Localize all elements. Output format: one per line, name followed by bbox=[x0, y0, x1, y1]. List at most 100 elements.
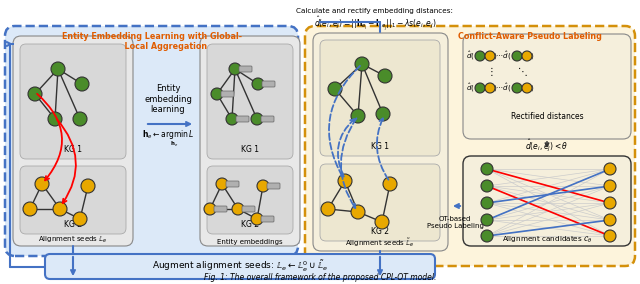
FancyBboxPatch shape bbox=[267, 183, 280, 189]
Text: Augment alignment seeds: $\mathbb{L}_e \leftarrow \mathbb{L}_e^0 \cup \tilde{\ma: Augment alignment seeds: $\mathbb{L}_e \… bbox=[152, 258, 328, 274]
Text: KG 1: KG 1 bbox=[371, 142, 389, 151]
Text: Alignment seeds $\tilde{\mathbb{L}}_e$: Alignment seeds $\tilde{\mathbb{L}}_e$ bbox=[345, 237, 415, 249]
Circle shape bbox=[216, 178, 228, 190]
Circle shape bbox=[355, 57, 369, 71]
FancyBboxPatch shape bbox=[463, 156, 631, 246]
Text: Alignment seeds $\mathbb{L}_e$: Alignment seeds $\mathbb{L}_e$ bbox=[38, 235, 108, 245]
Circle shape bbox=[321, 202, 335, 216]
Circle shape bbox=[481, 230, 493, 242]
Circle shape bbox=[604, 180, 616, 192]
FancyBboxPatch shape bbox=[13, 36, 133, 246]
Text: $\hat{d}($: $\hat{d}($ bbox=[466, 82, 475, 94]
Text: ,: , bbox=[520, 53, 522, 59]
FancyBboxPatch shape bbox=[20, 44, 126, 159]
Text: $\vdots$: $\vdots$ bbox=[486, 64, 493, 78]
Text: OT-based
Pseudo Labeling: OT-based Pseudo Labeling bbox=[427, 216, 483, 229]
Circle shape bbox=[73, 112, 87, 126]
FancyBboxPatch shape bbox=[463, 34, 631, 139]
Text: $\hat{d}(e_i, e_j) < \theta$: $\hat{d}(e_i, e_j) < \theta$ bbox=[525, 137, 569, 154]
Text: Conflict-Aware Pseudo Labeling: Conflict-Aware Pseudo Labeling bbox=[458, 32, 602, 41]
Circle shape bbox=[81, 179, 95, 193]
FancyBboxPatch shape bbox=[207, 166, 293, 234]
FancyBboxPatch shape bbox=[236, 116, 249, 122]
Circle shape bbox=[211, 88, 223, 100]
Text: Entity Embedding Learning with Global-
          Local Aggregation: Entity Embedding Learning with Global- L… bbox=[62, 32, 242, 51]
Text: $\ddots$: $\ddots$ bbox=[516, 64, 527, 78]
Circle shape bbox=[351, 205, 365, 219]
Circle shape bbox=[604, 214, 616, 226]
Circle shape bbox=[328, 82, 342, 96]
Circle shape bbox=[35, 177, 49, 191]
Circle shape bbox=[522, 83, 532, 93]
FancyBboxPatch shape bbox=[200, 36, 300, 246]
Circle shape bbox=[204, 203, 216, 215]
Text: $)$: $)$ bbox=[530, 83, 534, 93]
Circle shape bbox=[251, 113, 263, 125]
FancyBboxPatch shape bbox=[214, 206, 227, 212]
FancyBboxPatch shape bbox=[239, 66, 252, 72]
Text: $)\cdots\hat{d}($: $)\cdots\hat{d}($ bbox=[493, 82, 511, 94]
FancyBboxPatch shape bbox=[5, 26, 298, 256]
FancyBboxPatch shape bbox=[226, 181, 239, 187]
Circle shape bbox=[475, 83, 485, 93]
Text: Alignment candidates $\mathcal{C}_{\theta}$: Alignment candidates $\mathcal{C}_{\thet… bbox=[502, 235, 593, 245]
Text: KG 2: KG 2 bbox=[64, 220, 82, 229]
Text: ,: , bbox=[483, 85, 485, 91]
Circle shape bbox=[23, 202, 37, 216]
Text: Calculate and rectify embedding distances:: Calculate and rectify embedding distance… bbox=[296, 8, 454, 14]
FancyBboxPatch shape bbox=[262, 81, 275, 87]
FancyBboxPatch shape bbox=[261, 216, 274, 222]
Circle shape bbox=[251, 213, 263, 225]
Circle shape bbox=[73, 212, 87, 226]
Circle shape bbox=[481, 163, 493, 175]
Text: $\hat{d}(e_i, e_j) = ||\mathbf{h}_{e_i} - \mathbf{h}_{e_j}||_1 - \lambda s(e_i, : $\hat{d}(e_i, e_j) = ||\mathbf{h}_{e_i} … bbox=[314, 15, 436, 33]
FancyBboxPatch shape bbox=[207, 44, 293, 159]
Text: KG 2: KG 2 bbox=[241, 220, 259, 229]
Circle shape bbox=[351, 109, 365, 123]
FancyBboxPatch shape bbox=[305, 26, 635, 266]
Circle shape bbox=[604, 230, 616, 242]
Circle shape bbox=[604, 163, 616, 175]
Circle shape bbox=[375, 215, 389, 229]
Circle shape bbox=[475, 51, 485, 61]
Circle shape bbox=[481, 197, 493, 209]
Circle shape bbox=[485, 51, 495, 61]
Text: $)$: $)$ bbox=[530, 51, 534, 61]
Text: ,: , bbox=[483, 53, 485, 59]
FancyBboxPatch shape bbox=[320, 40, 440, 156]
Circle shape bbox=[75, 77, 89, 91]
FancyBboxPatch shape bbox=[320, 164, 440, 241]
Circle shape bbox=[28, 87, 42, 101]
Circle shape bbox=[51, 62, 65, 76]
Circle shape bbox=[481, 180, 493, 192]
FancyBboxPatch shape bbox=[45, 254, 435, 279]
Text: Entity
embedding
learning: Entity embedding learning bbox=[144, 84, 192, 114]
Text: Fig. 1: The overall framework of the proposed CPL-OT model.: Fig. 1: The overall framework of the pro… bbox=[204, 273, 436, 282]
Circle shape bbox=[232, 203, 244, 215]
Circle shape bbox=[485, 83, 495, 93]
Circle shape bbox=[252, 78, 264, 90]
FancyBboxPatch shape bbox=[20, 166, 126, 234]
Circle shape bbox=[53, 202, 67, 216]
FancyBboxPatch shape bbox=[242, 206, 255, 212]
Text: Rectified distances: Rectified distances bbox=[511, 112, 583, 121]
Circle shape bbox=[481, 214, 493, 226]
Text: KG 2: KG 2 bbox=[371, 227, 389, 236]
Text: $\hat{d}($: $\hat{d}($ bbox=[466, 50, 475, 62]
Circle shape bbox=[226, 113, 238, 125]
Circle shape bbox=[376, 107, 390, 121]
Circle shape bbox=[604, 197, 616, 209]
Text: $\mathbf{h}_e \leftarrow \underset{\mathbf{h}_e}{\mathrm{argmin}}\,L$: $\mathbf{h}_e \leftarrow \underset{\math… bbox=[142, 129, 194, 149]
Circle shape bbox=[257, 180, 269, 192]
Circle shape bbox=[229, 63, 241, 75]
FancyBboxPatch shape bbox=[313, 33, 448, 251]
FancyBboxPatch shape bbox=[261, 116, 274, 122]
Circle shape bbox=[48, 112, 62, 126]
Text: Entity embeddings: Entity embeddings bbox=[217, 239, 283, 245]
Circle shape bbox=[512, 51, 522, 61]
Circle shape bbox=[383, 177, 397, 191]
Text: $)\cdots\hat{d}($: $)\cdots\hat{d}($ bbox=[493, 50, 511, 62]
Circle shape bbox=[338, 174, 352, 188]
Text: ,: , bbox=[520, 85, 522, 91]
FancyBboxPatch shape bbox=[221, 91, 234, 97]
